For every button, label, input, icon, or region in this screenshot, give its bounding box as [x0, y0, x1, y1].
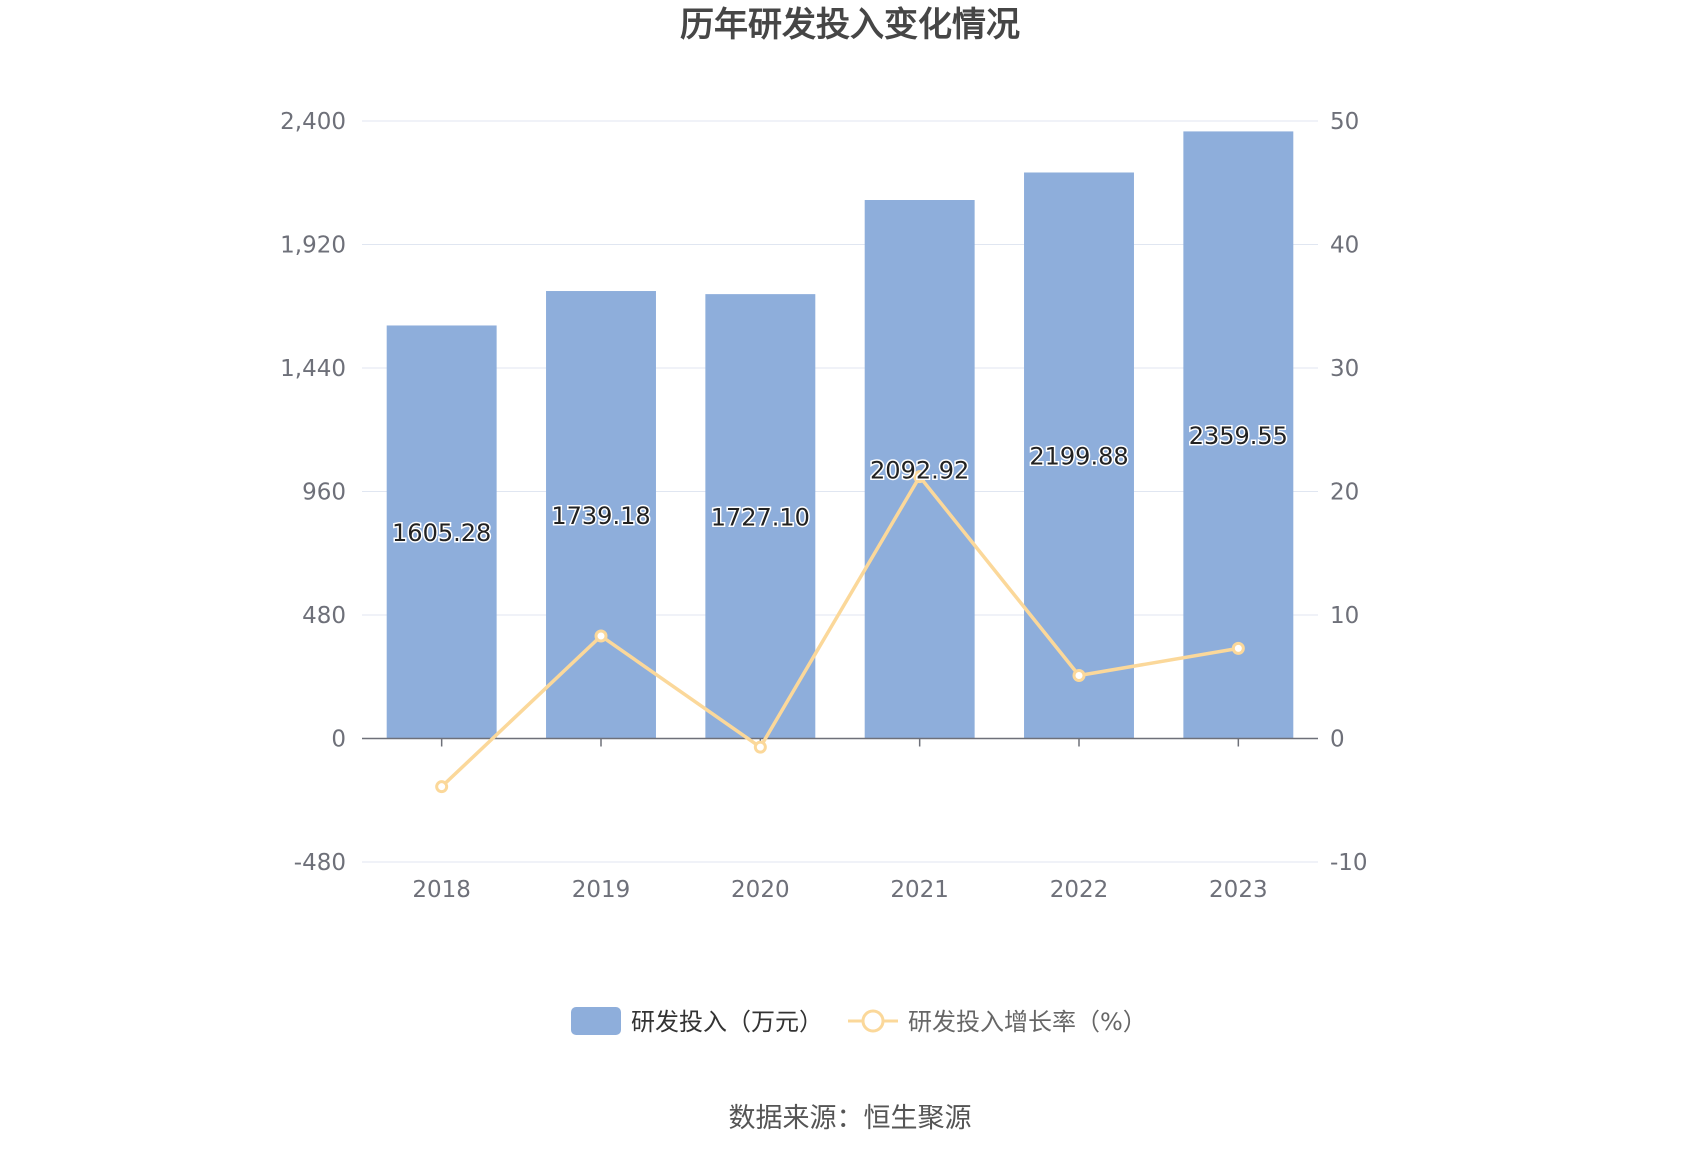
legend-item-bar[interactable]: 研发投入（万元） [571, 1007, 823, 1036]
left-tick-label: 1,440 [280, 356, 346, 382]
bar-value-label: 2359.55 [1189, 422, 1288, 450]
data-source: 数据来源：恒生聚源 [729, 1103, 972, 1134]
grid-lines [362, 120, 1318, 863]
left-tick-label: 1,920 [280, 233, 346, 259]
bar-labels: 1605.28 1739.18 1727.10 2092.92 2199.88 2359.… [391, 420, 1290, 548]
growth-point [913, 470, 927, 484]
right-tick-label: 20 [1330, 480, 1359, 506]
right-tick-label: 10 [1330, 603, 1359, 629]
legend[interactable]: 研发投入（万元） 研发投入增长率（%） [571, 1007, 1147, 1036]
x-tick-label: 2019 [572, 877, 631, 903]
x-tick-label: 2020 [731, 877, 790, 903]
bar [1024, 172, 1134, 739]
right-tick-label: 0 [1330, 727, 1345, 753]
right-tick-label: -10 [1330, 850, 1368, 876]
bar [864, 200, 975, 739]
left-tick-label: -480 [294, 850, 346, 876]
bar-value-label: 2199.88 [1029, 442, 1128, 470]
growth-point [594, 629, 608, 643]
growth-point [1231, 641, 1245, 655]
x-tick-label: 2018 [412, 877, 471, 903]
bar [1183, 131, 1294, 739]
left-tick-label: 480 [302, 603, 346, 629]
bar [386, 325, 497, 739]
left-axis-ticks: 2,400 1,920 1,440 960 480 0 -480 [280, 109, 346, 876]
x-tick-label: 2022 [1050, 877, 1109, 903]
growth-point [435, 780, 449, 794]
bar-value-label: 1605.28 [392, 519, 491, 547]
legend-item-line[interactable]: 研发投入增长率（%） [848, 1008, 1147, 1036]
chart-title: 历年研发投入变化情况 [680, 5, 1020, 45]
left-tick-label: 960 [302, 480, 346, 506]
bar-value-label: 2092.92 [870, 456, 969, 484]
legend-line-label: 研发投入增长率（%） [908, 1008, 1147, 1036]
right-axis-ticks: 50 40 30 20 10 0 -10 [1330, 109, 1368, 876]
right-tick-label: 40 [1330, 233, 1359, 259]
left-tick-label: 0 [331, 727, 346, 753]
legend-bar-label: 研发投入（万元） [631, 1008, 823, 1036]
right-tick-label: 30 [1330, 356, 1359, 382]
bar-value-label: 1727.10 [711, 503, 810, 531]
growth-point [753, 740, 767, 754]
left-tick-label: 2,400 [280, 109, 346, 135]
bar-series [386, 131, 1294, 739]
growth-point [1072, 669, 1086, 683]
x-axis: 2018 2019 2020 2021 2022 2023 [362, 737, 1318, 903]
legend-bar-swatch [571, 1007, 621, 1035]
bar [546, 291, 656, 739]
x-tick-label: 2023 [1209, 877, 1268, 903]
x-tick-label: 2021 [890, 877, 949, 903]
line-series [435, 470, 1245, 794]
bar [705, 294, 816, 739]
legend-line-marker [861, 1009, 885, 1033]
growth-line [440, 474, 1239, 788]
right-tick-label: 50 [1330, 109, 1359, 135]
bar-value-label: 1739.18 [551, 502, 650, 530]
